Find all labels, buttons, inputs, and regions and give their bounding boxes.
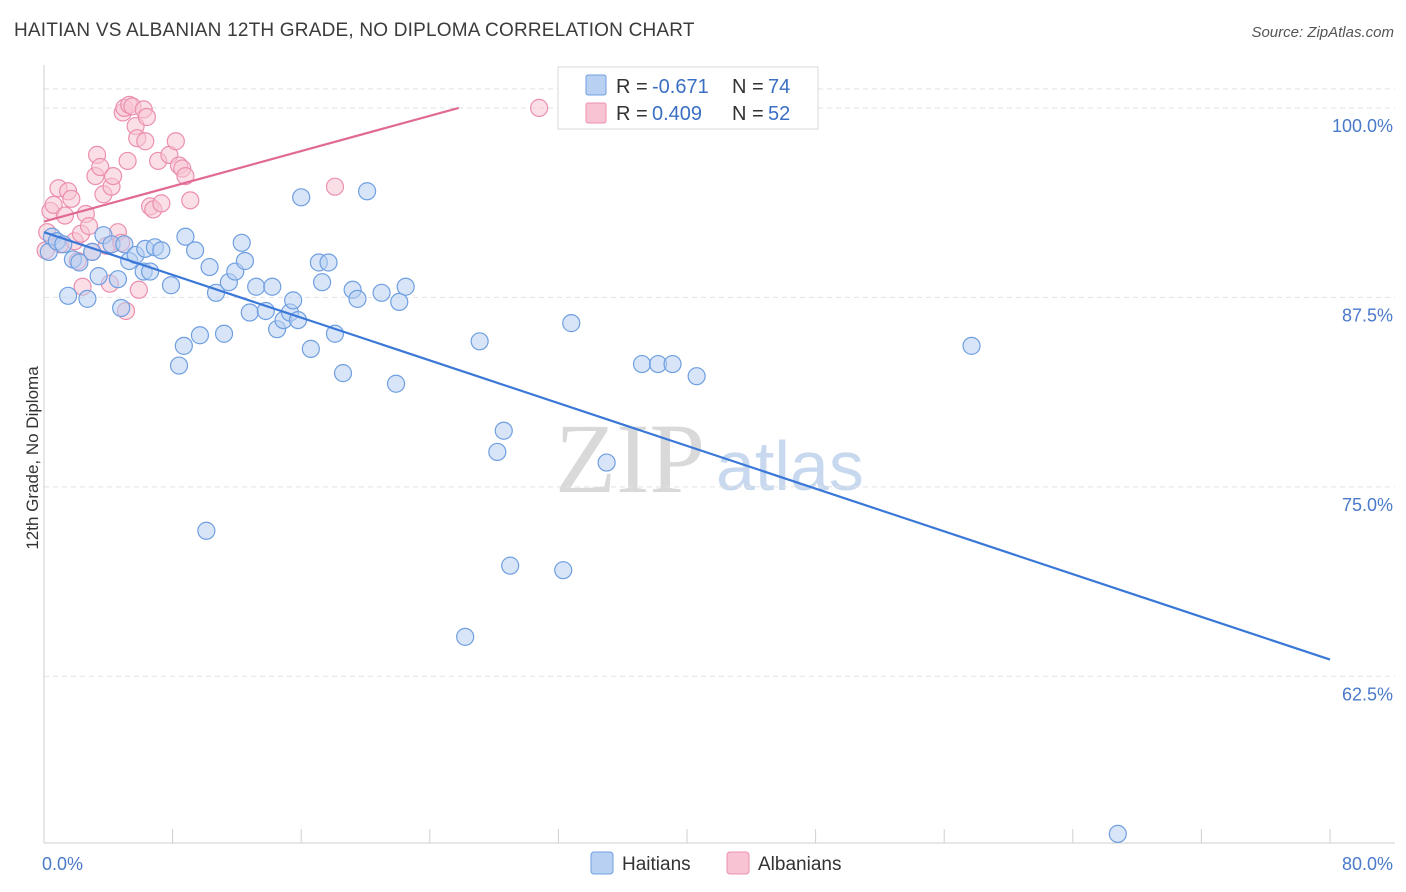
albanians-point	[181, 191, 200, 210]
albanians-points	[36, 95, 549, 321]
haitians-points	[39, 182, 1127, 844]
haitians-point	[197, 521, 216, 540]
source-label: Source: ZipAtlas.com	[1251, 24, 1394, 41]
haitians-point	[292, 188, 311, 207]
albanians-point	[79, 217, 99, 236]
chart-title: HAITIAN VS ALBANIAN 12TH GRADE, NO DIPLO…	[14, 20, 695, 41]
legend-r-label-haitians: R =	[616, 76, 648, 98]
haitians-point	[78, 289, 97, 308]
haitians-point	[396, 277, 415, 296]
haitians-point	[232, 233, 251, 252]
haitians-point	[112, 298, 131, 318]
legend-swatch-albanians	[585, 102, 607, 124]
y-tick-label-3: 62.5%	[1342, 684, 1393, 704]
haitians-point	[263, 277, 282, 296]
y-tick-label-0: 100.0%	[1332, 116, 1393, 136]
haitians-point	[319, 253, 338, 272]
y-tick-label-2: 75.0%	[1342, 495, 1393, 515]
haitians-point	[333, 364, 353, 383]
axes	[43, 65, 1395, 844]
legend-r-value-albanians: 0.409	[652, 103, 702, 125]
haitians-point	[386, 374, 406, 393]
albanians-point	[325, 177, 345, 196]
x-tick-label-1: 80.0%	[1342, 854, 1393, 874]
haitians-point	[372, 283, 391, 302]
haitians-point	[214, 324, 234, 343]
haitians-point	[152, 241, 171, 260]
albanians-point	[530, 98, 549, 117]
haitians-trend-line	[43, 231, 1331, 661]
haitians-point	[284, 291, 303, 310]
haitians-point	[554, 561, 573, 580]
legend-swatch-haitians	[585, 74, 607, 96]
albanians-trend-line	[43, 106, 460, 223]
haitians-point	[108, 270, 128, 289]
haitians-point	[962, 336, 981, 355]
haitians-point	[494, 421, 513, 440]
haitians-point	[174, 336, 193, 355]
haitians-point	[562, 314, 581, 333]
albanians-point	[91, 157, 110, 177]
y-tick-label-1: 87.5%	[1342, 305, 1393, 325]
haitians-point	[456, 627, 475, 646]
grid-lines	[44, 88, 1395, 677]
legend-n-label-albanians: N =	[732, 103, 764, 125]
bottom-legend-swatch-haitians	[590, 851, 614, 875]
haitians-point	[59, 286, 78, 305]
watermark-atlas: atlas	[716, 427, 864, 505]
axis-ticks: 100.0% 87.5% 75.0% 62.5% 0.0% 80.0%	[42, 116, 1393, 874]
albanians-point	[129, 280, 148, 299]
albanians-point	[137, 107, 156, 127]
haitians-point	[632, 354, 652, 374]
trend-lines	[43, 106, 1331, 661]
haitians-point	[161, 276, 181, 295]
haitians-point	[470, 332, 489, 351]
haitians-point	[488, 442, 507, 462]
legend-n-label-haitians: N =	[732, 76, 764, 98]
haitians-point	[597, 453, 616, 472]
haitians-point	[348, 289, 367, 308]
haitians-point	[501, 556, 520, 575]
haitians-point	[240, 303, 259, 322]
haitians-point	[390, 292, 409, 311]
haitians-point	[312, 273, 332, 292]
haitians-point	[186, 241, 205, 260]
albanians-point	[152, 194, 171, 213]
y-axis-label: 12th Grade, No Diploma	[23, 366, 42, 550]
albanians-point	[166, 132, 185, 151]
haitians-point	[200, 257, 219, 277]
bottom-legend-swatch-albanians	[726, 851, 750, 875]
legend-r-label-albanians: R =	[616, 103, 648, 125]
haitians-point	[115, 235, 134, 254]
legend-n-value-haitians: 74	[768, 76, 790, 98]
haitians-point	[176, 227, 195, 246]
series-legend: Haitians Albanians	[590, 851, 841, 875]
albanians-point	[136, 132, 155, 151]
bottom-legend-label-albanians: Albanians	[758, 854, 841, 875]
correlation-legend: R = -0.671 N = 74 R = 0.409 N = 52	[557, 66, 819, 130]
legend-r-value-haitians: -0.671	[652, 76, 709, 98]
haitians-point	[1108, 824, 1127, 844]
haitians-point	[140, 262, 160, 281]
albanians-point	[44, 195, 63, 214]
haitians-point	[89, 267, 108, 286]
legend-n-value-albanians: 52	[768, 103, 790, 125]
bottom-legend-label-haitians: Haitians	[622, 854, 691, 875]
watermark-zip: ZIP	[555, 403, 705, 514]
haitians-point	[190, 326, 210, 345]
haitians-point	[687, 367, 706, 386]
x-tick-label-0: 0.0%	[42, 854, 83, 874]
albanians-point	[118, 151, 137, 171]
haitians-point	[301, 339, 320, 358]
albanians-point	[62, 189, 81, 208]
haitians-point	[169, 356, 189, 375]
haitians-point	[663, 354, 682, 374]
albanians-point	[104, 166, 123, 186]
haitians-point	[247, 277, 266, 296]
albanians-point	[176, 166, 195, 186]
haitians-point	[235, 251, 255, 271]
haitians-point	[358, 182, 377, 201]
haitians-point	[70, 253, 89, 272]
